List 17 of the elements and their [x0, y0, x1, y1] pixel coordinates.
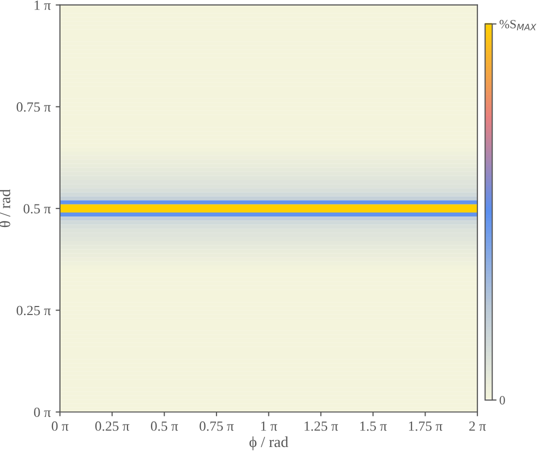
- x-tick-label: 1.5 π: [360, 421, 387, 431]
- x-tick-label: 1.75 π: [409, 421, 442, 431]
- color-bar-label: %S$_{MAX}$: [500, 20, 536, 30]
- y-tick-label: 0.25 π: [16, 306, 51, 316]
- y-tick-label: 1 π: [34, 0, 51, 10]
- y-tick-label: 0 π: [34, 408, 51, 417]
- x-tick-label: 1.25 π: [304, 421, 338, 431]
- x-tick-label: 0 π: [52, 421, 68, 431]
- y-tick-label: 0.5 π: [24, 204, 51, 214]
- x-tick-label: 0.75 π: [200, 421, 234, 431]
- x-tick-label: 0.25 π: [95, 421, 130, 431]
- x-tick-label: 0.5 π: [150, 421, 178, 431]
- x-tick-label: 1 π: [261, 421, 278, 431]
- color-bar-label: 0: [500, 396, 505, 404]
- x-tick-label: 2 π: [469, 421, 486, 431]
- x-axis-title: ϕ / rad: [249, 436, 288, 450]
- y-tick-label: 0.75 π: [16, 102, 51, 112]
